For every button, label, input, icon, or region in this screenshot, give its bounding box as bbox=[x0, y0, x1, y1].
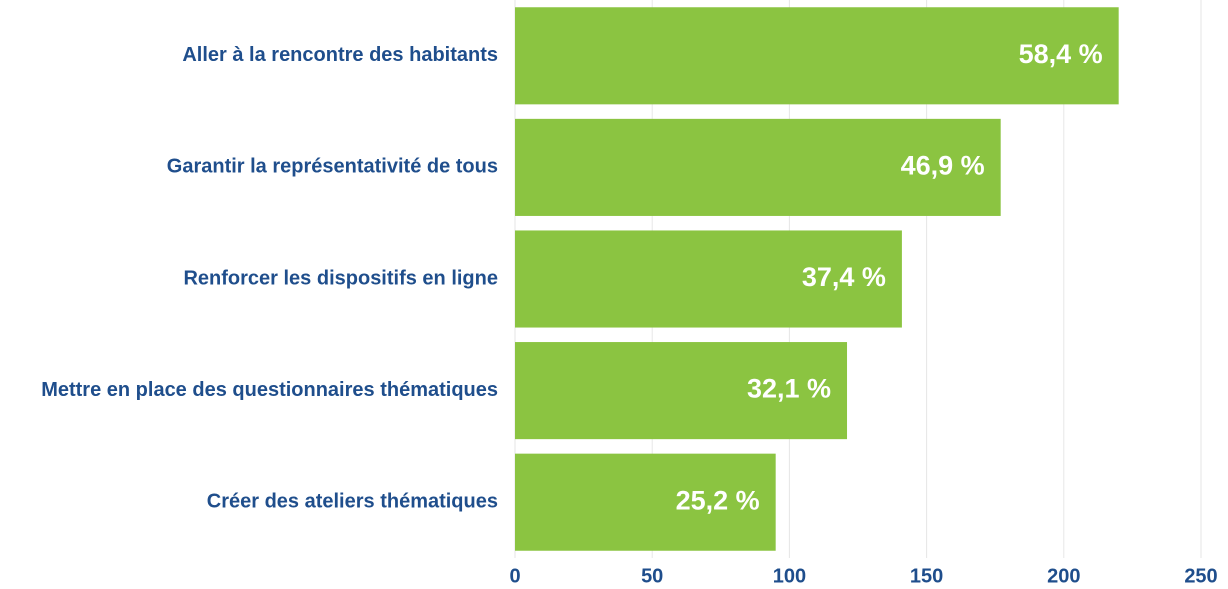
x-tick-label: 150 bbox=[910, 565, 943, 587]
x-tick-label: 100 bbox=[773, 565, 806, 587]
bar bbox=[515, 453, 776, 551]
x-tick-label: 0 bbox=[509, 565, 520, 587]
y-tick-label: Aller à la rencontre des habitants bbox=[182, 44, 498, 66]
bar bbox=[515, 118, 1001, 216]
value-label: 37,4 % bbox=[802, 262, 886, 292]
bar bbox=[515, 230, 902, 328]
y-tick-label: Garantir la représentativité de tous bbox=[167, 156, 498, 178]
value-label: 58,4 % bbox=[1019, 39, 1103, 69]
value-label: 46,9 % bbox=[901, 151, 985, 181]
x-tick-label: 250 bbox=[1184, 565, 1217, 587]
y-tick-label: Renforcer les dispositifs en ligne bbox=[183, 267, 498, 289]
x-tick-label: 50 bbox=[641, 565, 663, 587]
bar bbox=[515, 342, 848, 440]
x-tick-label: 200 bbox=[1047, 565, 1080, 587]
bar bbox=[515, 7, 1119, 105]
value-label: 32,1 % bbox=[747, 374, 831, 404]
y-tick-label: Mettre en place des questionnaires théma… bbox=[41, 379, 498, 401]
y-tick-label: Créer des ateliers thématiques bbox=[207, 490, 498, 512]
value-label: 25,2 % bbox=[676, 485, 760, 515]
